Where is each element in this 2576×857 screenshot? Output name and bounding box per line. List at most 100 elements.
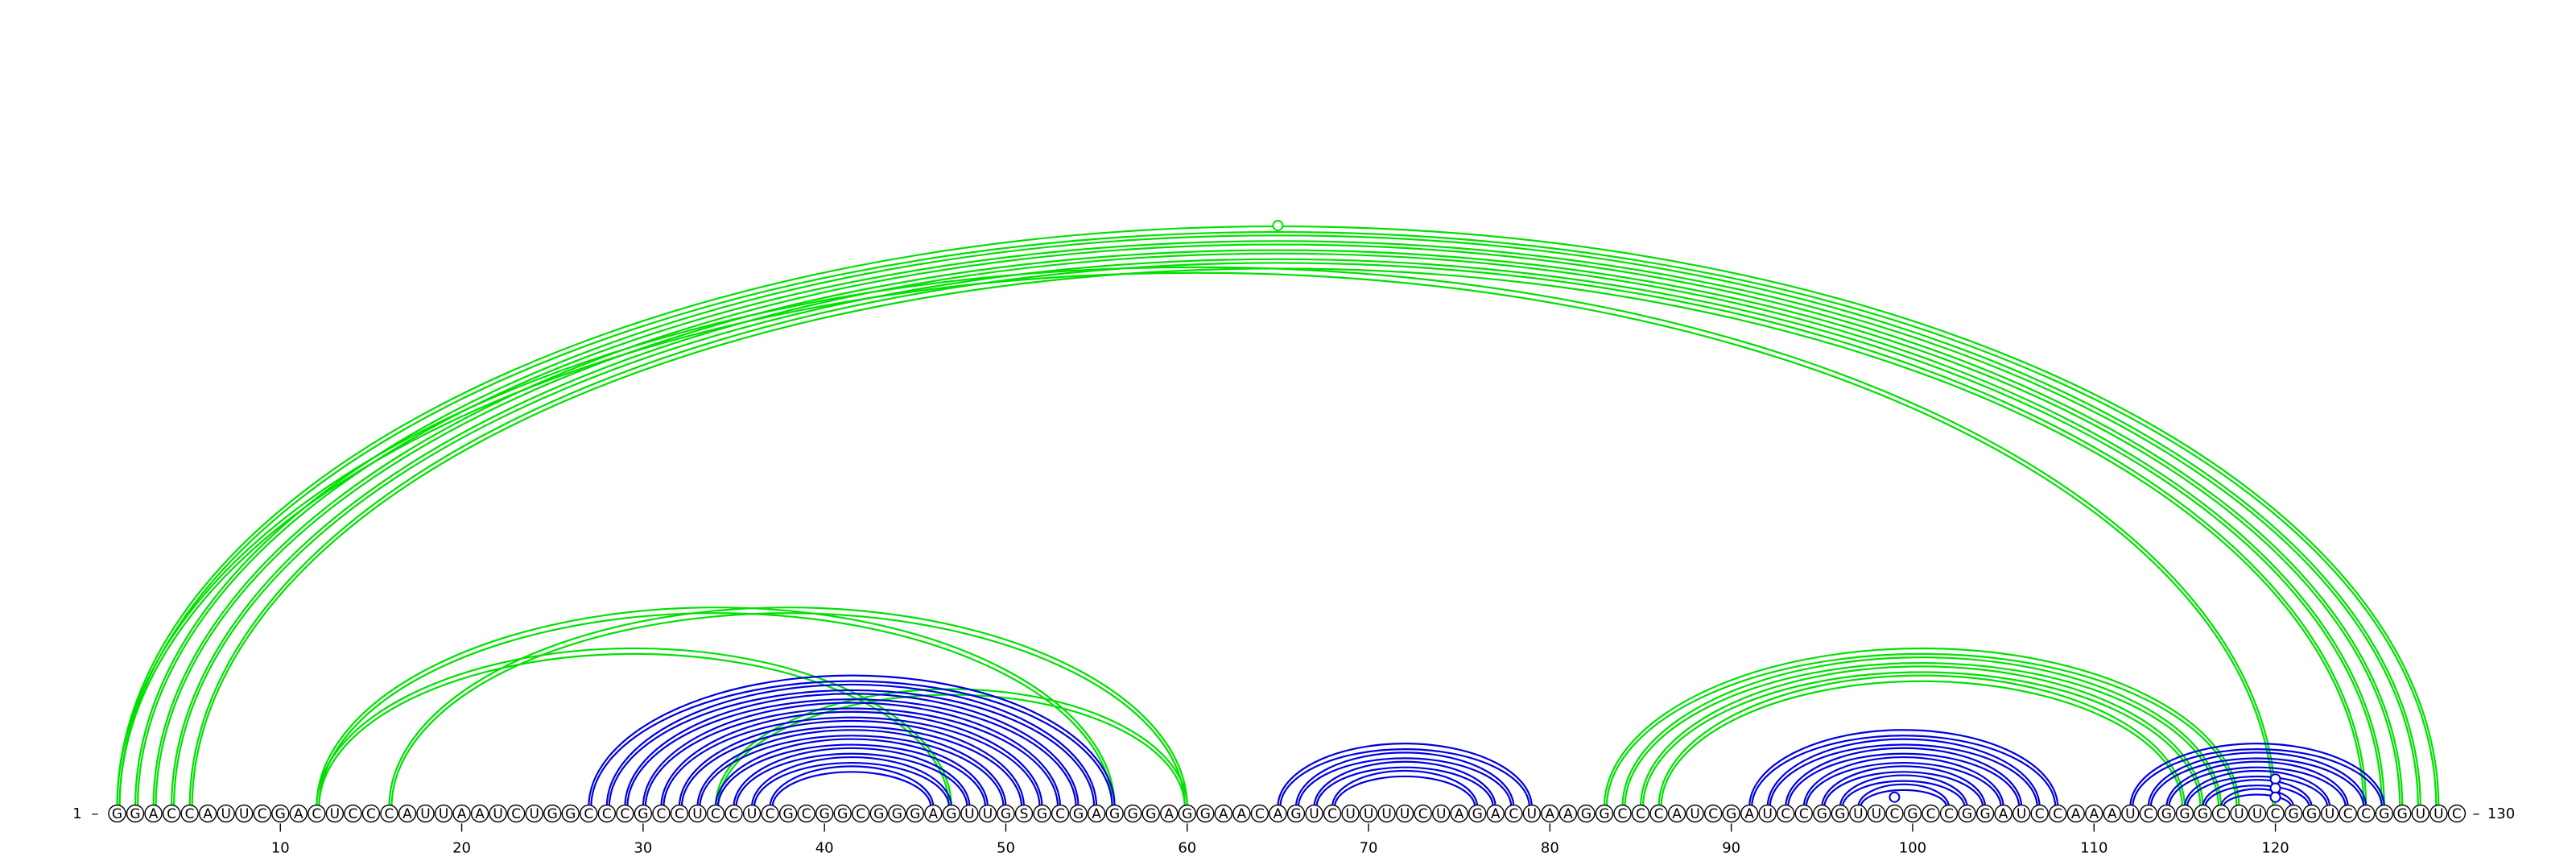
nucleotide: G	[108, 804, 126, 823]
arc-apex-marker	[2269, 773, 2281, 785]
svg-text:C: C	[511, 806, 521, 822]
green-arc	[1603, 647, 2240, 808]
nucleotide: G	[1141, 804, 1160, 823]
svg-text:U: U	[439, 806, 448, 822]
svg-text:U: U	[1381, 806, 1391, 822]
nucleotide: G	[634, 804, 653, 823]
svg-text:A: A	[203, 806, 213, 822]
svg-text:A: A	[2071, 806, 2081, 822]
svg-text:C: C	[167, 806, 176, 822]
svg-text:G: G	[1962, 806, 1972, 822]
nucleotide: A	[452, 804, 471, 823]
blue-arc	[1277, 743, 1533, 808]
nucleotide: C	[253, 804, 271, 823]
svg-text:G: G	[547, 806, 558, 822]
nucleotide: G	[561, 804, 580, 823]
svg-text:U: U	[983, 806, 993, 822]
nucleotide: A	[1740, 804, 1759, 823]
green-arc	[1657, 674, 2186, 808]
blue-arc	[2147, 751, 2368, 808]
svg-text:A: A	[1237, 806, 1247, 822]
nucleotide: C	[2139, 804, 2158, 823]
svg-text:C: C	[656, 806, 666, 822]
svg-text:G: G	[2161, 806, 2172, 822]
nucleotide: C	[1631, 804, 1650, 823]
nucleotide: G	[2284, 804, 2303, 823]
nucleotide: G	[942, 804, 961, 823]
svg-text:C: C	[711, 806, 720, 822]
nucleotide: U	[1758, 804, 1777, 823]
svg-text:C: C	[1636, 806, 1645, 822]
blue-arc	[624, 693, 1080, 808]
nucleotide: C	[1649, 804, 1668, 823]
svg-text:G: G	[819, 806, 830, 822]
svg-text:G: G	[1581, 806, 1591, 822]
svg-text:G: G	[892, 806, 902, 822]
green-arc	[152, 243, 2404, 808]
svg-text:U: U	[1364, 806, 1373, 822]
nucleotide: C	[2049, 804, 2067, 823]
svg-text:U: U	[330, 806, 340, 822]
nucleotide: A	[289, 804, 308, 823]
svg-text:C: C	[675, 806, 684, 822]
svg-text:G: G	[1907, 806, 1918, 822]
nucleotide: C	[724, 804, 743, 823]
svg-text:A: A	[1546, 806, 1555, 822]
svg-text:U: U	[239, 806, 249, 822]
svg-text:U: U	[747, 806, 757, 822]
svg-text:C: C	[602, 806, 612, 822]
svg-text:G: G	[1726, 806, 1736, 822]
green-arc	[316, 607, 1116, 808]
blue-arc	[1785, 747, 2023, 808]
nucleotide: U	[2248, 804, 2267, 823]
nucleotide: U	[2121, 804, 2140, 823]
svg-text:G: G	[1817, 806, 1827, 822]
nucleotide: A	[1087, 804, 1106, 823]
nucleotide: C	[1051, 804, 1070, 823]
start-dash: –	[92, 805, 99, 822]
nucleotide: U	[416, 804, 435, 823]
nucleotide: C	[1613, 804, 1632, 823]
blue-arc	[2165, 760, 2349, 808]
nucleotide: S	[1014, 804, 1034, 823]
nucleotide: G	[1033, 804, 1051, 823]
svg-text:G: G	[2179, 806, 2190, 822]
base-pair-arcs	[118, 220, 2440, 808]
nucleotide: C	[2357, 804, 2376, 823]
blue-arc	[1331, 769, 1479, 808]
svg-text:U: U	[2325, 806, 2334, 822]
svg-text:C: C	[856, 806, 865, 822]
nucleotide: A	[470, 804, 489, 823]
tick-label: 100	[1899, 840, 1926, 857]
nucleotide: C	[1414, 804, 1432, 823]
svg-text:G: G	[112, 806, 122, 822]
svg-text:C: C	[1055, 806, 1065, 822]
nucleotide: C	[1703, 804, 1723, 823]
nucleotide: U	[2429, 804, 2448, 823]
nucleotide: C	[616, 804, 634, 823]
nucleotide: U	[1395, 804, 1414, 823]
blue-arc	[678, 719, 1026, 808]
nucleotide: U	[1305, 804, 1323, 823]
nucleotide: A	[2066, 804, 2085, 823]
svg-text:G: G	[1290, 806, 1301, 822]
svg-text:A: A	[2107, 806, 2117, 822]
nucleotide: G	[1123, 804, 1142, 823]
svg-text:U: U	[420, 806, 430, 822]
end-position-label: 130	[2487, 805, 2515, 822]
green-arc	[1621, 656, 2223, 808]
blue-arc	[2219, 788, 2295, 808]
blue-arc	[769, 765, 935, 808]
nucleotide: G	[1831, 804, 1850, 823]
nucleotide: C	[1794, 804, 1813, 823]
svg-text:C: C	[1890, 806, 1900, 822]
svg-text:C: C	[2053, 806, 2062, 822]
nucleotide: U	[1686, 804, 1704, 823]
nucleotide: G	[778, 804, 798, 823]
svg-text:G: G	[1182, 806, 1192, 822]
svg-text:C: C	[766, 806, 775, 822]
svg-text:G: G	[946, 806, 956, 822]
svg-text:A: A	[929, 806, 939, 822]
nucleotide: A	[1667, 804, 1686, 823]
svg-text:C: C	[348, 806, 357, 822]
